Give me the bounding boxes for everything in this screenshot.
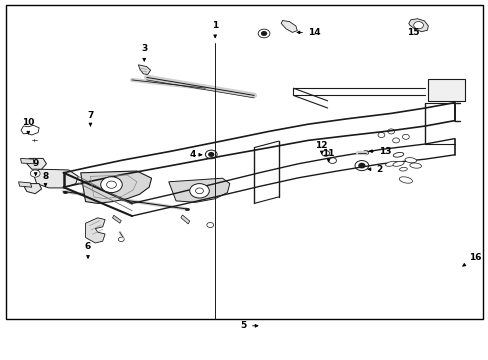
Polygon shape	[281, 21, 297, 32]
Text: 12: 12	[315, 141, 327, 154]
Polygon shape	[34, 169, 78, 188]
Polygon shape	[20, 158, 34, 164]
Ellipse shape	[392, 161, 403, 166]
Polygon shape	[85, 218, 105, 243]
Polygon shape	[181, 215, 189, 224]
Text: 2: 2	[367, 165, 382, 174]
Text: 13: 13	[369, 147, 391, 156]
Ellipse shape	[399, 167, 407, 171]
Text: 11: 11	[322, 149, 334, 162]
Circle shape	[189, 184, 209, 198]
Polygon shape	[19, 182, 32, 187]
Ellipse shape	[385, 161, 396, 166]
Polygon shape	[138, 65, 150, 75]
Text: 9: 9	[32, 159, 39, 175]
Circle shape	[101, 177, 122, 193]
Polygon shape	[112, 215, 121, 223]
Text: 1: 1	[212, 21, 218, 38]
Text: 16: 16	[462, 253, 481, 266]
Ellipse shape	[409, 163, 421, 168]
Ellipse shape	[399, 177, 411, 183]
Text: 15: 15	[406, 28, 419, 37]
Polygon shape	[168, 178, 229, 202]
Text: 7: 7	[87, 111, 94, 126]
Ellipse shape	[404, 158, 416, 163]
Circle shape	[358, 163, 364, 168]
Circle shape	[413, 22, 423, 29]
Text: 10: 10	[22, 118, 35, 134]
Polygon shape	[27, 158, 46, 169]
Bar	[6, 5, 482, 319]
Text: 3: 3	[141, 44, 147, 61]
Text: 5: 5	[240, 321, 257, 330]
Text: 4: 4	[189, 150, 202, 159]
Circle shape	[30, 170, 40, 177]
Polygon shape	[427, 79, 464, 101]
Ellipse shape	[392, 153, 403, 157]
Polygon shape	[81, 171, 151, 203]
Polygon shape	[408, 19, 427, 32]
Text: 8: 8	[42, 172, 48, 186]
Circle shape	[261, 32, 266, 35]
Text: 6: 6	[85, 242, 91, 258]
Circle shape	[208, 153, 213, 156]
Text: 14: 14	[297, 28, 320, 37]
Polygon shape	[24, 184, 41, 194]
